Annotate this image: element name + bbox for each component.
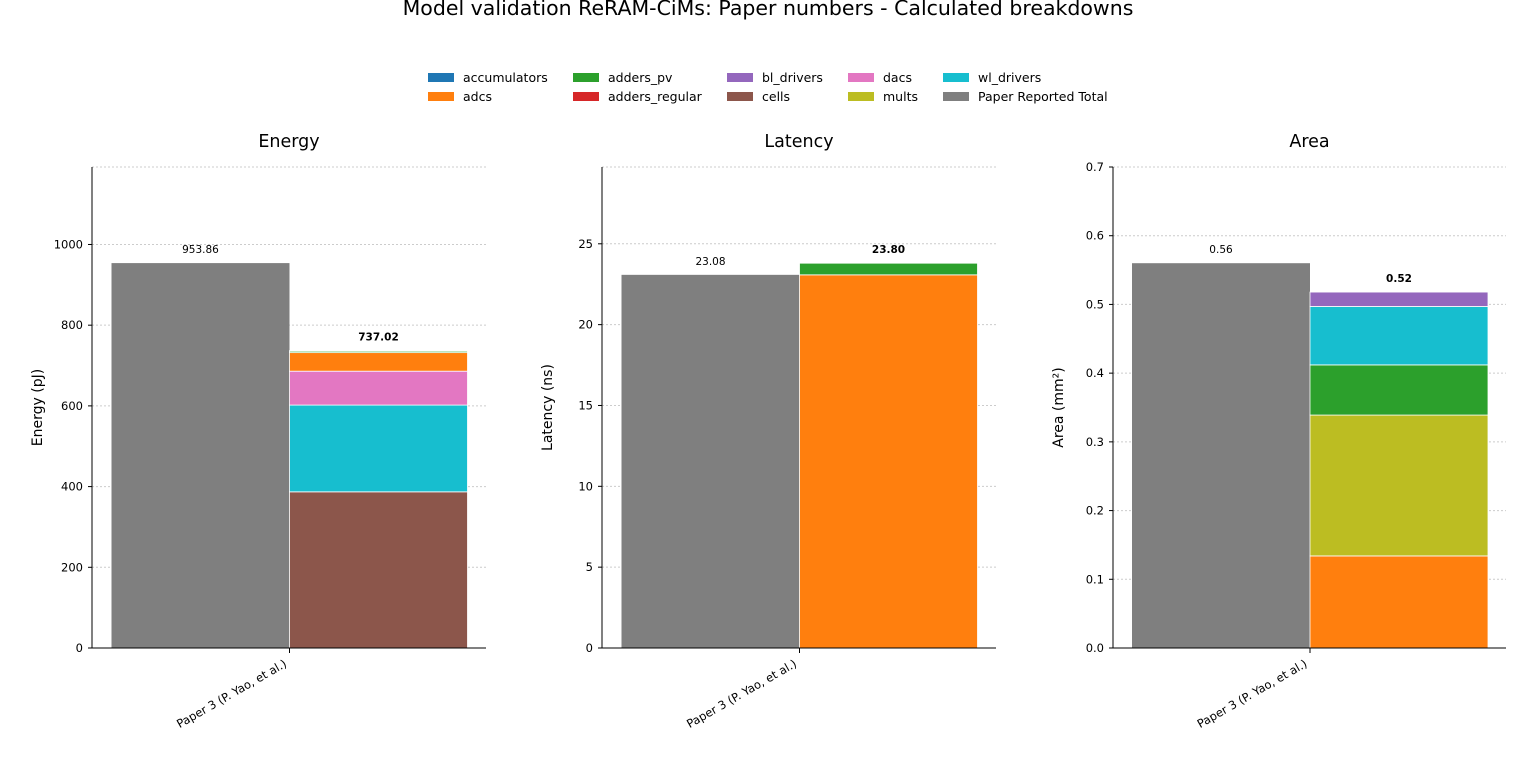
chart-energy-bar-paper-total (111, 263, 290, 648)
chart-latency-label-calculated-total: 23.80 (872, 244, 905, 256)
legend-swatch (848, 92, 874, 101)
legend-swatch (943, 92, 969, 101)
chart-area-ytick-label: 0.5 (1086, 297, 1104, 311)
chart-energy-label-calculated-total: 737.02 (358, 332, 399, 344)
chart-energy-segment-accumulators (289, 350, 468, 352)
legend-label: adders_pv (608, 70, 673, 85)
legend-item-wl-drivers: wl_drivers (943, 68, 1041, 87)
legend-swatch (573, 92, 599, 101)
chart-energy-segment-wl-drivers (289, 404, 468, 493)
chart-area-segment-adcs (1309, 555, 1489, 649)
chart-area-ylabel: Area (mm²) (1051, 367, 1067, 447)
legend-label: wl_drivers (978, 70, 1042, 85)
legend-item-accumulators: accumulators (428, 68, 548, 87)
chart-area-ytick-label: 0.7 (1086, 160, 1104, 174)
chart-energy-segment-dacs (289, 370, 468, 406)
legend-item-bl-drivers: bl_drivers (727, 68, 823, 87)
chart-area-ytick-label: 0.0 (1086, 641, 1104, 655)
legend-swatch (428, 92, 454, 101)
legend-swatch (727, 92, 753, 101)
legend-swatch (573, 73, 599, 82)
legend-item-cells: cells (727, 87, 790, 106)
legend-swatch (428, 73, 454, 82)
legend-item-paper-reported-total: Paper Reported Total (943, 87, 1108, 106)
chart-area-segment-bl-drivers (1309, 291, 1489, 307)
legend-label: adders_regular (608, 89, 702, 104)
legend-label: dacs (883, 70, 912, 85)
legend: accumulators adcs adders_pv adders_regular b… (428, 68, 1148, 108)
chart-energy-ytick-label: 0 (76, 641, 83, 655)
chart-area-segment-mults (1309, 414, 1489, 557)
chart-area-ytick-label: 0.2 (1086, 504, 1104, 518)
legend-swatch (943, 73, 969, 82)
legend-label: accumulators (463, 70, 548, 85)
legend-label: cells (762, 89, 791, 104)
chart-energy-segment-adcs (289, 352, 468, 372)
chart-area-title: Area (1289, 132, 1329, 152)
legend-item-adcs: adcs (428, 87, 492, 106)
chart-area-ytick-label: 0.3 (1086, 435, 1104, 449)
legend-item-mults: mults (848, 87, 918, 106)
legend-swatch (727, 73, 753, 82)
chart-latency-xtick-label: Paper 3 (P. Yao, et al.) (684, 656, 799, 730)
chart-latency-ylabel: Latency (ns) (540, 364, 556, 451)
legend-item-adders-pv: adders_pv (573, 68, 672, 87)
chart-latency-segment-adcs (799, 274, 978, 649)
chart-area-bar-paper-total (1132, 263, 1310, 648)
chart-area-ytick-label: 0.4 (1086, 366, 1104, 380)
legend-item-adders-regular: adders_regular (573, 87, 702, 106)
figure-title: Model validation ReRAM-CiMs: Paper numbe… (402, 0, 1134, 20)
chart-energy-ylabel: Energy (pJ) (30, 369, 46, 446)
legend-label: mults (883, 89, 918, 104)
legend-label: Paper Reported Total (978, 89, 1108, 104)
chart-energy-title: Energy (258, 132, 319, 152)
chart-latency-ytick-label: 10 (578, 479, 593, 493)
chart-energy-ytick-label: 800 (61, 318, 83, 332)
chart-area-segment-adders-pv (1309, 364, 1489, 416)
legend-label: bl_drivers (762, 70, 823, 85)
chart-latency-bar-paper-total (621, 274, 800, 648)
chart-latency-ytick-label: 25 (578, 237, 593, 251)
chart-latency-segment-adders-pv (799, 262, 978, 276)
chart-area-label-calculated-total: 0.52 (1386, 273, 1412, 285)
chart-energy-ytick-label: 1000 (54, 237, 83, 251)
chart-energy-xtick-label: Paper 3 (P. Yao, et al.) (174, 656, 289, 730)
chart-latency-ytick-label: 15 (578, 398, 593, 412)
chart-area-ytick-label: 0.1 (1086, 572, 1104, 586)
chart-latency-ytick-label: 20 (578, 318, 593, 332)
chart-area-ytick-label: 0.6 (1086, 229, 1104, 243)
chart-energy-ytick-label: 200 (61, 560, 83, 574)
chart-latency-label-paper-total: 23.08 (695, 256, 725, 268)
chart-energy-segment-cells (289, 491, 468, 649)
chart-area-label-paper-total: 0.56 (1209, 244, 1233, 256)
chart-energy-ytick-label: 400 (61, 480, 83, 494)
chart-energy-ytick-label: 600 (61, 399, 83, 413)
legend-swatch (848, 73, 874, 82)
chart-area-segment-wl-drivers (1309, 306, 1489, 366)
chart-energy-label-paper-total: 953.86 (182, 244, 219, 256)
legend-item-dacs: dacs (848, 68, 912, 87)
chart-latency-title: Latency (764, 132, 833, 152)
chart-latency-ytick-label: 0 (586, 641, 593, 655)
legend-label: adcs (463, 89, 492, 104)
chart-area-xtick-label: Paper 3 (P. Yao, et al.) (1195, 656, 1310, 730)
chart-latency-ytick-label: 5 (586, 560, 593, 574)
